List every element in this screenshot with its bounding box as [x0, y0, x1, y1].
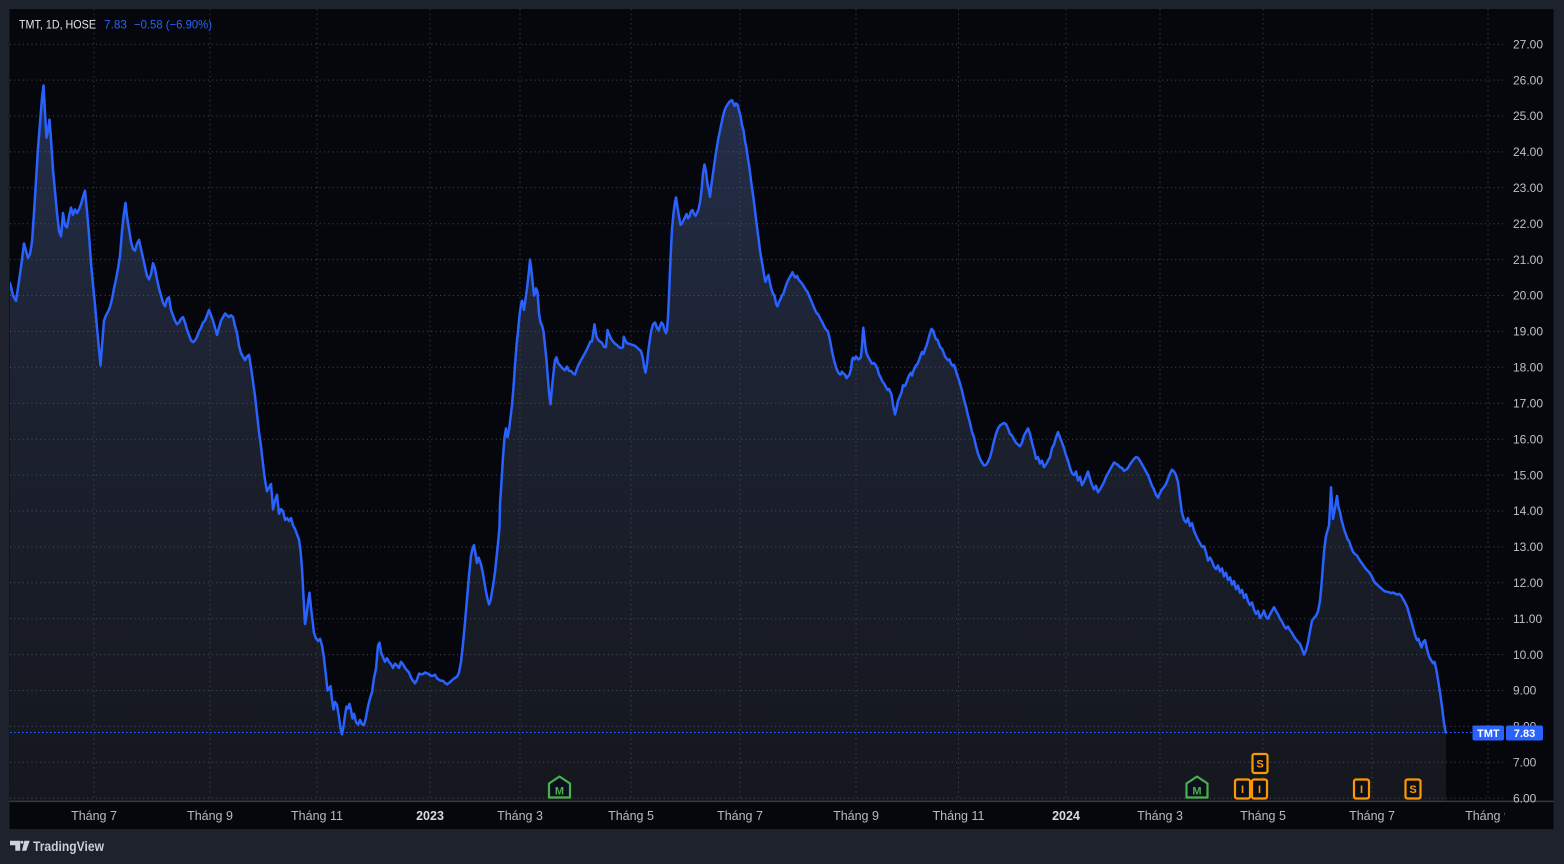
svg-text:22.00: 22.00 — [1513, 217, 1543, 231]
svg-text:TMT, 1D, HOSE: TMT, 1D, HOSE — [19, 18, 96, 32]
svg-text:M: M — [1192, 786, 1201, 798]
svg-text:27.00: 27.00 — [1513, 37, 1543, 51]
svg-text:TradingView: TradingView — [33, 839, 104, 854]
svg-text:Tháng 7: Tháng 7 — [71, 809, 117, 823]
svg-text:2024: 2024 — [1052, 809, 1080, 823]
svg-text:7.00: 7.00 — [1513, 756, 1537, 770]
svg-text:10.00: 10.00 — [1513, 648, 1543, 662]
svg-text:24.00: 24.00 — [1513, 145, 1543, 159]
svg-text:19.00: 19.00 — [1513, 325, 1543, 339]
svg-text:I: I — [1241, 784, 1244, 796]
svg-text:14.00: 14.00 — [1513, 504, 1543, 518]
svg-text:Tháng 11: Tháng 11 — [291, 809, 343, 823]
svg-text:Tháng 7: Tháng 7 — [717, 809, 763, 823]
svg-text:26.00: 26.00 — [1513, 73, 1543, 87]
svg-text:12.00: 12.00 — [1513, 576, 1543, 590]
svg-text:M: M — [555, 786, 564, 798]
svg-text:Tháng 9: Tháng 9 — [833, 809, 879, 823]
svg-text:Tháng 5: Tháng 5 — [1240, 809, 1286, 823]
svg-text:Tháng 9: Tháng 9 — [1465, 809, 1511, 823]
svg-text:15.00: 15.00 — [1513, 468, 1543, 482]
svg-text:11.00: 11.00 — [1513, 612, 1542, 626]
svg-text:7.83: 7.83 — [104, 18, 127, 32]
svg-text:23.00: 23.00 — [1513, 181, 1543, 195]
svg-text:21.00: 21.00 — [1513, 253, 1543, 267]
svg-text:18.00: 18.00 — [1513, 361, 1543, 375]
svg-text:I: I — [1258, 784, 1261, 796]
svg-text:Tháng 3: Tháng 3 — [497, 809, 543, 823]
svg-text:9.00: 9.00 — [1513, 684, 1537, 698]
svg-text:20.00: 20.00 — [1513, 289, 1543, 303]
svg-text:S: S — [1409, 784, 1416, 796]
svg-text:Tháng 9: Tháng 9 — [187, 809, 233, 823]
svg-text:16.00: 16.00 — [1513, 432, 1543, 446]
svg-text:Tháng 7: Tháng 7 — [1349, 809, 1395, 823]
svg-text:13.00: 13.00 — [1513, 540, 1543, 554]
svg-text:6.00: 6.00 — [1513, 791, 1537, 805]
svg-text:2023: 2023 — [416, 809, 444, 823]
svg-text:S: S — [1256, 759, 1263, 771]
svg-text:Tháng 11: Tháng 11 — [933, 809, 985, 823]
svg-text:17.00: 17.00 — [1513, 396, 1543, 410]
svg-text:7.83: 7.83 — [1514, 728, 1535, 740]
svg-text:TMT: TMT — [1477, 728, 1500, 740]
svg-text:Tháng 3: Tháng 3 — [1137, 809, 1183, 823]
svg-text:Tháng 5: Tháng 5 — [608, 809, 654, 823]
svg-text:25.00: 25.00 — [1513, 109, 1543, 123]
svg-text:I: I — [1360, 784, 1363, 796]
svg-text:−0.58 (−6.90%): −0.58 (−6.90%) — [134, 18, 212, 32]
